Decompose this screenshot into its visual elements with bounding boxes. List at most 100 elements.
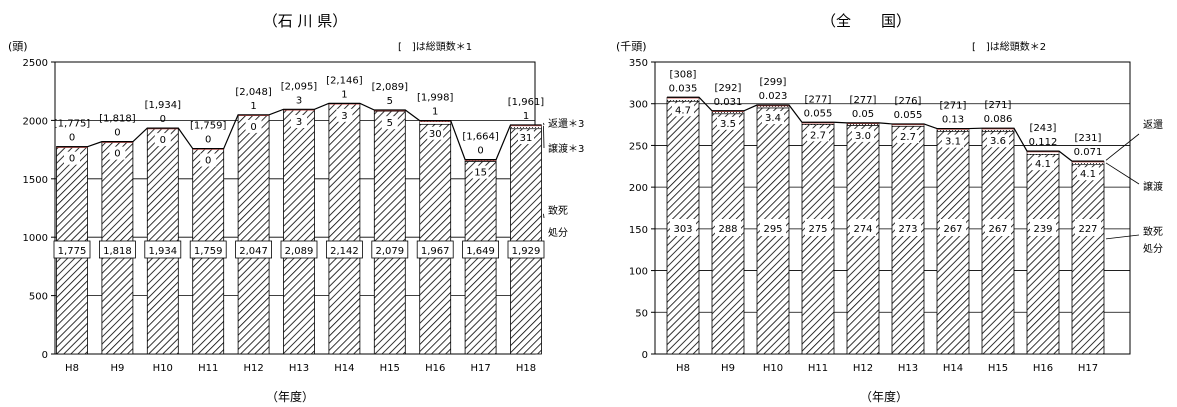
bar-kill xyxy=(328,103,361,355)
return-value-label: 1 xyxy=(432,107,438,118)
legend-arrow xyxy=(543,122,545,126)
kill-value-label: 303 xyxy=(673,224,692,235)
transfer-value-label: 15 xyxy=(474,168,487,179)
x-tick-label: H16 xyxy=(1033,363,1053,374)
kill-label-box xyxy=(670,219,696,236)
y-tick-label: 350 xyxy=(629,58,648,69)
bar-kill xyxy=(936,130,970,355)
transfer-value-label: 3.6 xyxy=(990,136,1006,147)
x-tick-label: H10 xyxy=(153,363,173,374)
return-value-label: 0.035 xyxy=(669,83,698,94)
kill-label-box xyxy=(325,240,363,259)
transfer-label-box xyxy=(291,115,307,129)
x-tick-label: H9 xyxy=(721,363,735,374)
legend-label: 返還 xyxy=(1143,119,1163,131)
total-label: [2,089] xyxy=(372,82,409,93)
kill-value-label: 1,759 xyxy=(194,246,223,257)
transfer-label-box xyxy=(807,128,829,142)
x-tick-label: H18 xyxy=(516,363,536,374)
bar-kill xyxy=(801,124,835,355)
total-label: [1,664] xyxy=(462,132,499,143)
return-value-label: 0 xyxy=(114,128,120,139)
chart-title: （全 国） xyxy=(821,12,911,30)
legend-arrow xyxy=(1105,162,1140,185)
kill-label-box xyxy=(985,219,1011,236)
transfer-label-box xyxy=(381,116,398,130)
kill-label-box xyxy=(371,240,409,259)
bar-kill xyxy=(237,114,270,355)
total-label: [308] xyxy=(670,69,697,80)
kill-label-box xyxy=(760,219,786,236)
kill-value-label: 274 xyxy=(853,224,872,235)
kill-label-box xyxy=(189,240,227,259)
transfer-value-label: 30 xyxy=(429,129,442,140)
legend-label: 致死 xyxy=(1143,225,1163,238)
legend-label: 処分 xyxy=(548,226,568,239)
kill-label-box xyxy=(462,240,500,259)
kill-label-box xyxy=(144,240,182,259)
return-value-label: 5 xyxy=(387,96,393,107)
kill-label-box xyxy=(1075,219,1101,236)
legend-label: 譲渡 xyxy=(1143,180,1163,193)
kill-label-box xyxy=(715,219,741,236)
legend-arrow xyxy=(543,213,545,219)
top-line xyxy=(667,96,1104,162)
kill-label-box xyxy=(850,219,876,236)
x-tick-label: H14 xyxy=(334,363,354,374)
return-value-label: 1 xyxy=(341,89,347,100)
bar-kill xyxy=(283,109,315,355)
x-tick-label: H14 xyxy=(943,363,963,374)
bar-kill xyxy=(891,125,925,355)
x-tick-label: H17 xyxy=(470,363,490,374)
kill-label-box xyxy=(507,240,545,259)
transfer-label-box xyxy=(200,153,217,167)
y-tick-label: 500 xyxy=(29,292,48,303)
transfer-value-label: 2.7 xyxy=(810,130,826,141)
x-tick-label: H10 xyxy=(763,363,783,374)
return-value-label: 1 xyxy=(250,101,256,112)
kill-label-box xyxy=(940,219,966,236)
y-tick-label: 50 xyxy=(635,308,648,319)
total-label: [1,961] xyxy=(508,97,545,108)
bar-kill xyxy=(419,123,452,355)
transfer-label-box xyxy=(942,134,964,148)
transfer-label-box xyxy=(987,134,1009,148)
kill-value-label: 267 xyxy=(943,224,962,235)
kill-value-label: 1,649 xyxy=(466,246,495,257)
kill-label-box xyxy=(805,219,831,236)
return-value-label: 0.071 xyxy=(1074,147,1103,158)
kill-label-box xyxy=(1030,219,1056,236)
kill-value-label: 2,142 xyxy=(330,246,359,257)
transfer-label-box xyxy=(154,133,171,147)
total-note: [ ]は総頭数＊2 xyxy=(972,40,1046,53)
legend-label: 致死 xyxy=(548,204,568,217)
kill-value-label: 227 xyxy=(1078,224,1097,235)
y-tick-label: 300 xyxy=(629,100,648,111)
total-label: [231] xyxy=(1075,133,1102,144)
total-label: [1,759] xyxy=(190,121,227,132)
kill-value-label: 267 xyxy=(988,224,1007,235)
x-axis-label: （年度） xyxy=(266,389,314,404)
kill-value-label: 1,818 xyxy=(103,246,132,257)
y-tick-label: 0 xyxy=(642,350,648,361)
transfer-label-box xyxy=(1032,157,1054,171)
total-label: [1,775] xyxy=(54,119,91,130)
x-axis-label: （年度） xyxy=(860,389,908,404)
return-value-label: 0.023 xyxy=(759,91,788,102)
x-tick-label: H15 xyxy=(988,363,1008,374)
bar-kill xyxy=(1026,154,1060,355)
transfer-label-box xyxy=(427,126,444,140)
transfer-label-box xyxy=(64,151,80,165)
total-label: [277] xyxy=(805,94,832,105)
transfer-value-label: 0 xyxy=(205,156,211,167)
transfer-value-label: 0 xyxy=(160,135,166,146)
kill-label-box xyxy=(235,240,273,259)
transfer-label-box xyxy=(518,131,534,145)
total-note: [ ]は総頭数＊1 xyxy=(398,40,472,53)
return-value-label: 0.031 xyxy=(714,97,743,108)
bar-kill xyxy=(1071,164,1105,355)
x-tick-label: H11 xyxy=(198,363,218,374)
return-value-label: 0 xyxy=(69,133,75,144)
return-value-label: 3 xyxy=(296,95,302,106)
